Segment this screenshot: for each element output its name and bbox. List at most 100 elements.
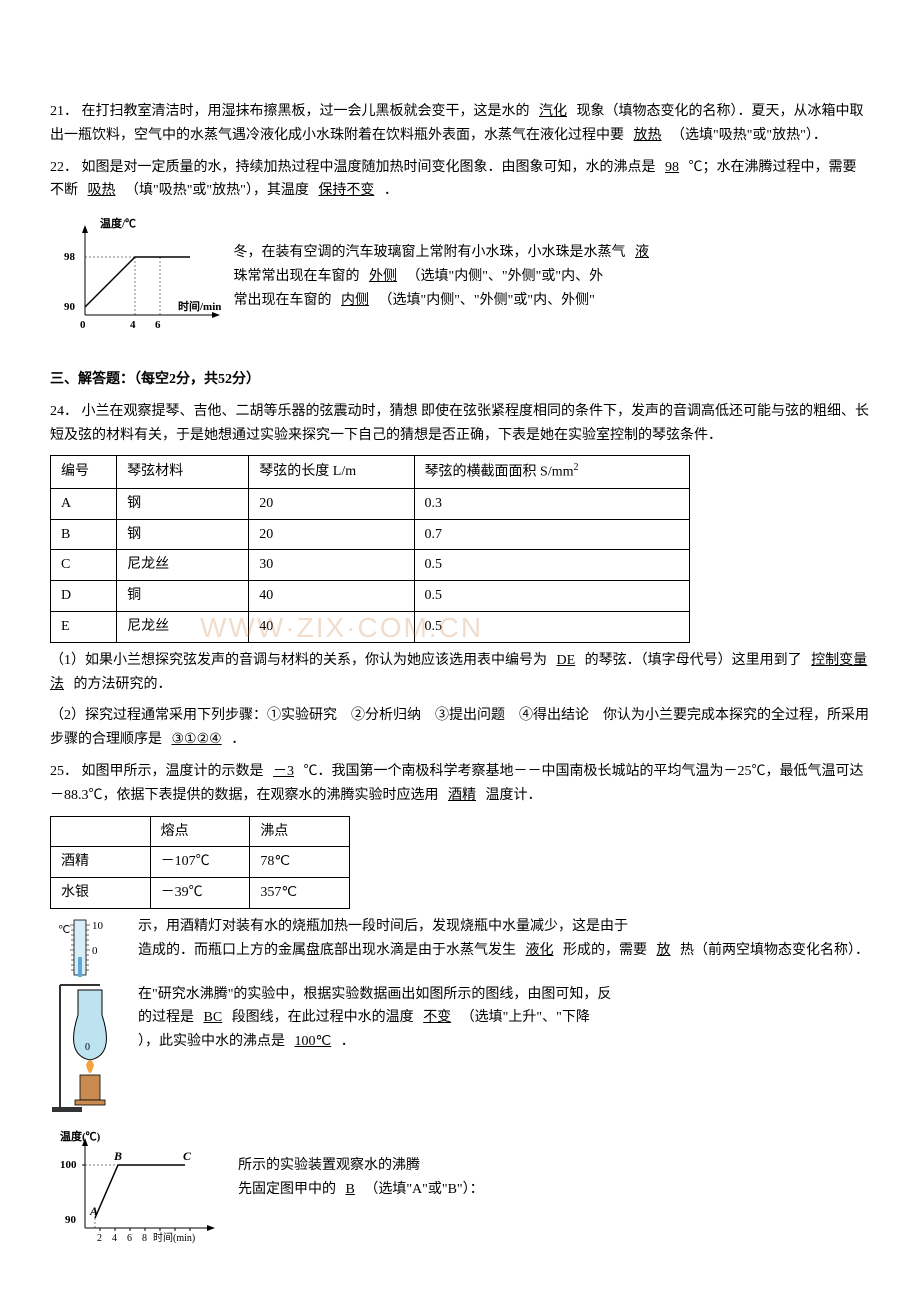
xt8: 8	[142, 1233, 147, 1244]
burner-base	[75, 1100, 105, 1105]
y-arrow	[82, 225, 88, 233]
thermometer-and-flask: 10 ℃ 0 0	[50, 915, 130, 1124]
q26a-ans-c: 放	[651, 943, 677, 958]
cell: －107℃	[150, 847, 250, 878]
col-1: 琴弦材料	[117, 456, 249, 488]
cell: 357℃	[250, 878, 350, 909]
question-25: 25． 如图甲所示，温度计的示数是 －3 ℃．我国第一个南极科学考察基地－－中国…	[50, 760, 870, 808]
xt4: 4	[112, 1233, 117, 1244]
flask	[74, 990, 107, 1060]
q26b-text-a: 在"研究水沸腾"的实验中，根据实验数据画出如图所示的图线，由图可知，反	[138, 987, 611, 1002]
q22-text-c: （填"吸热"或"放热"），其温度	[125, 183, 309, 198]
xtick-0: 0	[80, 319, 86, 331]
q21-num: 21．	[50, 104, 78, 119]
ytick-100: 100	[60, 1159, 77, 1171]
q22-text-d: ．	[384, 183, 398, 198]
cell: 78℃	[250, 847, 350, 878]
burner-body	[80, 1075, 100, 1100]
col-3: 琴弦的横截面面积 S/mm2	[414, 456, 689, 488]
cell: 铜	[117, 581, 249, 612]
q26b-text-b: 段图线，在此过程中水的温度	[232, 1010, 414, 1025]
q24-p2-ans: ③①②④	[166, 732, 228, 747]
q22-ans-b: 吸热	[82, 183, 122, 198]
cell: C	[51, 550, 117, 581]
ytick-98: 98	[64, 251, 76, 263]
cell: 尼龙丝	[117, 612, 249, 643]
q25-text-a: 如图甲所示，温度计的示数是	[82, 764, 264, 779]
xt6: 6	[127, 1233, 132, 1244]
q23-text-d: （选填"内侧"、"外侧"或"内、外侧"	[379, 293, 595, 308]
q23-ans-c: 内侧	[335, 293, 375, 308]
ytick-90: 90	[64, 301, 76, 313]
q26a-text-d: 热（前两空填物态变化名称）．	[680, 943, 869, 958]
thermo-ticks-right	[86, 925, 90, 970]
stand-base	[52, 1107, 82, 1112]
thermo-liquid	[78, 957, 82, 977]
table-header-row: 熔点 沸点	[51, 816, 350, 847]
q24-p1-a: （1）如果小兰想探究弦发声的音调与材料的关系，你认为她应该选用表中编号为	[50, 653, 547, 668]
q26b-text-a2: 的过程是	[138, 1010, 194, 1025]
q23-text-b: （选填"内侧"、"外侧"或"内、外	[407, 269, 604, 284]
cell: 钢	[117, 519, 249, 550]
cell: B	[51, 519, 117, 550]
q26a-row: 10 ℃ 0 0 示，用酒精灯对装有水的烧瓶加热一段时间后，发现烧瓶中水量减少，…	[50, 915, 870, 1124]
q26b-chart: 温度(℃) 100 90 2 4 6 8 时间(min)	[50, 1128, 230, 1257]
col-0: 编号	[51, 456, 117, 488]
q26b-text-c2: ），此实验中水的沸点是	[138, 1034, 285, 1049]
cell: 水银	[51, 878, 151, 909]
q24-p1-c: 的方法研究的．	[74, 677, 172, 692]
q22-text-a: 如图是对一定质量的水，持续加热过程中温度随加热时间变化图象．由图象可知，水的沸点…	[82, 160, 656, 175]
cell: 40	[249, 612, 414, 643]
question-24: 24． 小兰在观察提琴、吉他、二胡等乐器的弦震动时，猜想 即使在弦张紧程度相同的…	[50, 400, 870, 448]
q25-table: 熔点 沸点 酒精－107℃78℃ 水银－39℃357℃	[50, 816, 350, 909]
table-row: A钢200.3	[51, 488, 690, 519]
q22-chart: 温度/℃ 98 90 0 4 6 时间/min	[50, 215, 230, 344]
cell: －39℃	[150, 878, 250, 909]
q27-ans-a: B	[340, 1182, 361, 1197]
thermo-ticks-left	[70, 925, 74, 970]
q27-text-c: （选填"A"或"B"）：	[364, 1182, 483, 1197]
q21-text-a: 在打扫教室清洁时，用湿抹布擦黑板，过一会儿黑板就会变干，这是水的	[82, 104, 530, 119]
question-22: 22． 如图是对一定质量的水，持续加热过程中温度随加热时间变化图象．由图象可知，…	[50, 156, 870, 204]
flame	[86, 1060, 94, 1073]
cell: 20	[249, 519, 414, 550]
q22-chart-q23-row: 温度/℃ 98 90 0 4 6 时间/min 冬，在装有空调的汽车玻璃窗上常附…	[50, 211, 870, 348]
pt-A: A	[89, 1204, 98, 1218]
q24-p2: （2）探究过程通常采用下列步骤：①实验研究 ②分析归纳 ③提出问题 ④得出结论 …	[50, 704, 870, 752]
q26b-chart-svg: 温度(℃) 100 90 2 4 6 8 时间(min)	[50, 1128, 230, 1248]
q25-num: 25．	[50, 764, 78, 779]
table-row: D铜400.5	[51, 581, 690, 612]
q22-xlabel: 时间/min	[178, 299, 221, 313]
q22-ans-a: 98	[659, 160, 685, 175]
pt-B: B	[113, 1149, 122, 1163]
q27-text-b: 先固定图甲中的	[238, 1182, 336, 1197]
q26a-text-b: 造成的．而瓶口上方的金属盘底部出现水滴是由于水蒸气发生	[138, 943, 516, 958]
thermo-0: 0	[92, 945, 98, 957]
table-row: C尼龙丝300.5	[51, 550, 690, 581]
q23-text-c: 常出现在车窗的	[234, 293, 332, 308]
q25-text-c: 温度计．	[486, 788, 542, 803]
table-row: 水银－39℃357℃	[51, 878, 350, 909]
col-3-sup: 2	[574, 462, 579, 473]
q22-dataline	[85, 257, 190, 307]
q23-ans-a: 液	[629, 245, 655, 260]
cell: 40	[249, 581, 414, 612]
q23-text-a: 冬，在装有空调的汽车玻璃窗上常附有小水珠，小水珠是水蒸气	[234, 245, 626, 260]
col-3-text: 琴弦的横截面面积 S/mm	[425, 465, 574, 480]
q24-table: 编号 琴弦材料 琴弦的长度 L/m 琴弦的横截面面积 S/mm2 A钢200.3…	[50, 455, 690, 642]
col-0	[51, 816, 151, 847]
q23-textblock: 冬，在装有空调的汽车玻璃窗上常附有小水珠，小水珠是水蒸气 液 珠常常出现在车窗的…	[234, 241, 774, 312]
table-row: B钢200.7	[51, 519, 690, 550]
cell: 酒精	[51, 847, 151, 878]
q24-num: 24．	[50, 404, 78, 419]
q26b-ans-c: 100℃	[289, 1034, 338, 1049]
q26b-chart-q27-row: 温度(℃) 100 90 2 4 6 8 时间(min)	[50, 1124, 870, 1261]
q26b-xlabel: 时间(min)	[153, 1231, 195, 1244]
thermo-unit: ℃	[58, 924, 70, 936]
q26a-text-a: 示，用酒精灯对装有水的烧瓶加热一段时间后，发现烧瓶中水量减少，这是由于	[138, 919, 628, 934]
cell: 20	[249, 488, 414, 519]
xtick-4: 4	[130, 319, 136, 331]
q22-ylabel: 温度/℃	[100, 216, 136, 230]
q23-text-a2: 珠常常出现在车窗的	[234, 269, 360, 284]
cell: D	[51, 581, 117, 612]
